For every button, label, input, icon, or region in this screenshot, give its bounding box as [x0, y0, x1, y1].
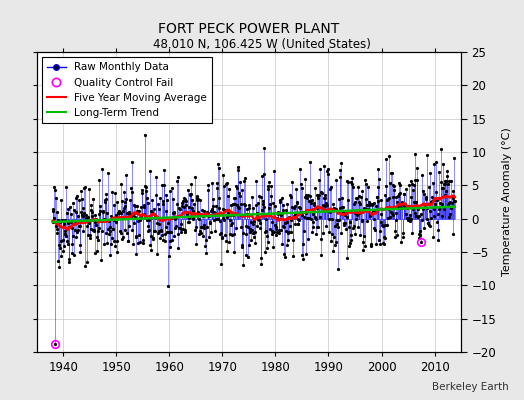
- Title: FORT PECK POWER PLANT: FORT PECK POWER PLANT: [158, 22, 340, 36]
- Text: Berkeley Earth: Berkeley Earth: [432, 382, 508, 392]
- Legend: Raw Monthly Data, Quality Control Fail, Five Year Moving Average, Long-Term Tren: Raw Monthly Data, Quality Control Fail, …: [42, 57, 212, 123]
- Y-axis label: Temperature Anomaly (°C): Temperature Anomaly (°C): [502, 128, 512, 276]
- Text: 48.010 N, 106.425 W (United States): 48.010 N, 106.425 W (United States): [153, 38, 371, 51]
